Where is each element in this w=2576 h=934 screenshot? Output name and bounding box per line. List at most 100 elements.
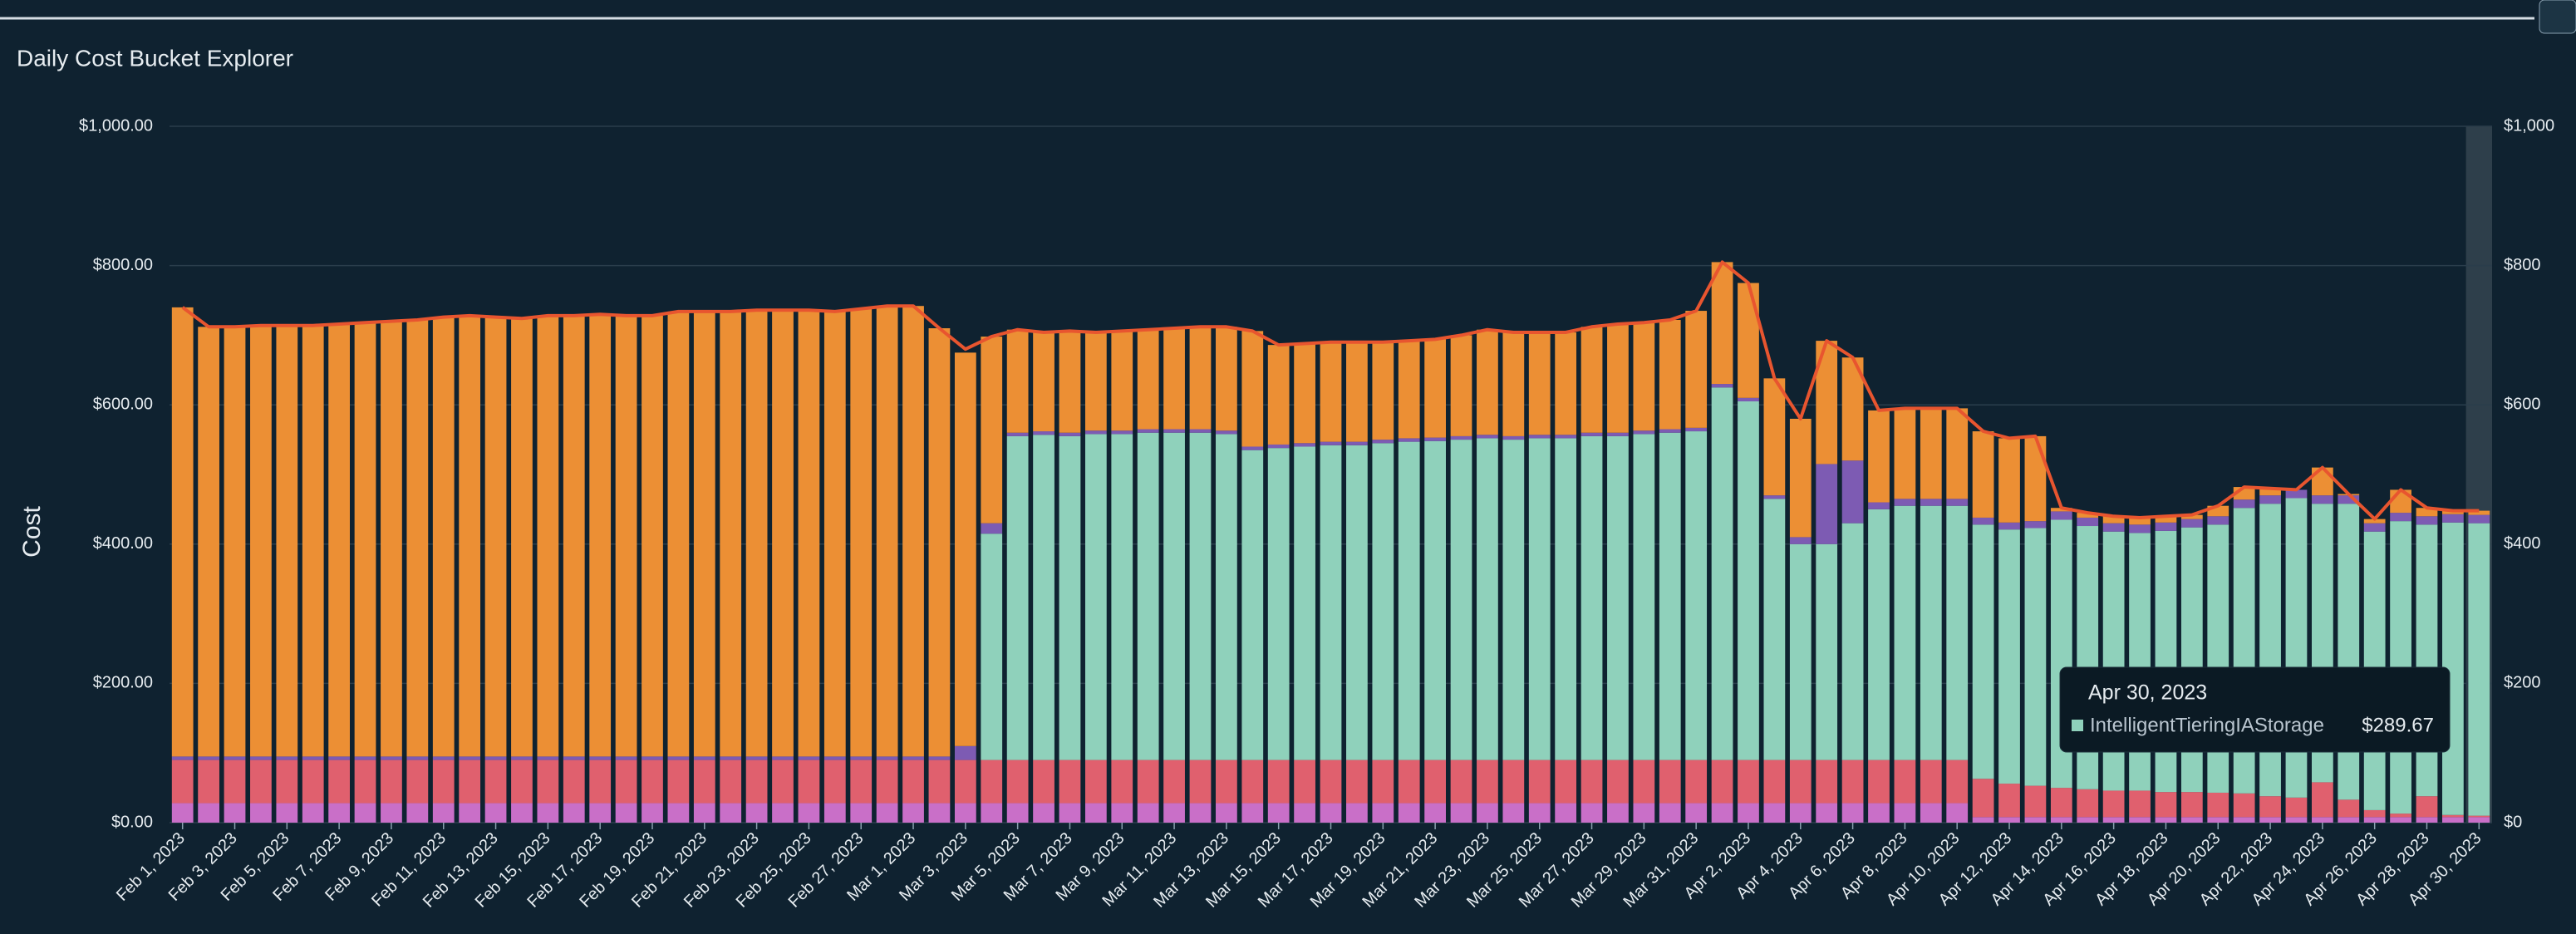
bar-segment	[302, 759, 324, 804]
bar-segment	[459, 759, 481, 804]
bar-segment	[1711, 387, 1733, 760]
bar-segment	[798, 803, 820, 823]
bar-segment	[693, 756, 715, 760]
bar-segment	[1398, 441, 1420, 760]
bar-segment	[693, 803, 715, 823]
bar-segment	[1424, 339, 1446, 438]
bar-segment	[1033, 803, 1054, 823]
bar-segment	[1711, 759, 1733, 804]
bar-segment	[1267, 803, 1290, 823]
bar-segment	[1581, 432, 1603, 436]
bar-segment	[1998, 522, 2020, 530]
bar-segment	[954, 745, 976, 760]
bar-segment	[954, 803, 976, 823]
bar-segment	[1320, 803, 1342, 823]
bar-segment	[667, 803, 690, 823]
bar-segment	[2077, 513, 2099, 518]
bar-segment	[1763, 378, 1786, 496]
bar-segment	[1894, 759, 1916, 804]
bar-segment	[745, 759, 768, 804]
bar-segment	[1111, 803, 1133, 823]
bar-segment	[693, 311, 715, 757]
bar-segment	[1424, 759, 1446, 804]
bar-segment	[1189, 432, 1212, 760]
bar-segment	[954, 759, 976, 804]
bar-segment	[642, 756, 663, 760]
total-line	[181, 260, 2480, 521]
bar-segment	[1920, 759, 1942, 804]
bar-segment	[902, 756, 924, 760]
bar-segment	[2259, 796, 2281, 818]
bar-segment	[302, 756, 324, 760]
bar-segment	[981, 759, 1003, 804]
bar-segment	[1711, 803, 1733, 823]
bar-segment	[432, 803, 455, 823]
bar-segment	[1738, 401, 1759, 760]
bar-segment	[1633, 430, 1655, 435]
y2-tick-label: $800	[2504, 256, 2541, 274]
bar-segment	[981, 523, 1003, 534]
bar-segment	[2442, 510, 2464, 514]
bar-segment	[1816, 803, 1838, 823]
bar-segment	[1267, 345, 1290, 445]
bar-segment	[1450, 759, 1472, 804]
bar-segment	[484, 317, 507, 757]
bar-segment	[876, 756, 898, 760]
bar-segment	[902, 306, 924, 757]
bar-segment	[537, 759, 559, 804]
bar-segment	[2363, 817, 2386, 823]
bar-segment	[1789, 537, 1812, 544]
bar-segment	[1659, 429, 1681, 433]
bar-segment	[1868, 759, 1890, 804]
bar-segment	[1450, 435, 1472, 440]
bar-segment	[1528, 759, 1551, 804]
bar-segment	[406, 759, 429, 804]
bar-segment	[1946, 803, 1969, 823]
bar-segment	[2259, 488, 2281, 496]
bar-segment	[1528, 803, 1551, 823]
bar-segment	[1868, 502, 1890, 509]
bar-segment	[2129, 517, 2151, 525]
bar-segment	[2390, 513, 2411, 522]
bar-segment	[1477, 803, 1498, 823]
bar-segment	[2416, 796, 2438, 818]
bar-segment	[1528, 435, 1551, 439]
bar-segment	[2077, 817, 2099, 823]
bar-segment	[720, 756, 742, 760]
bar-segment	[1006, 803, 1029, 823]
bar-segment	[2311, 495, 2333, 504]
bar-segment	[276, 803, 298, 823]
bar-segment	[1137, 329, 1159, 430]
bar-segment	[2416, 524, 2438, 797]
bar-segment	[1502, 440, 1525, 760]
bar-segment	[589, 756, 612, 760]
bar-segment	[1633, 759, 1655, 804]
bar-segment	[1659, 803, 1681, 823]
bar-segment	[2155, 792, 2177, 818]
bar-segment	[432, 756, 455, 760]
bar-segment	[615, 756, 637, 760]
bar-segment	[1294, 443, 1315, 447]
y-tick-label: $0.00	[111, 813, 153, 831]
bar-segment	[171, 756, 194, 760]
y-tick-label: $600.00	[93, 395, 153, 413]
bar-segment	[2233, 793, 2255, 818]
bar-segment	[459, 756, 481, 760]
bar-segment	[381, 321, 402, 757]
bar-segment	[1763, 759, 1786, 804]
expand-button[interactable]	[2539, 0, 2576, 34]
bar-segment	[902, 759, 924, 804]
bar-segment	[2180, 817, 2203, 823]
y2-tick-label: $0	[2504, 813, 2522, 831]
y2-tick-label: $400	[2504, 534, 2541, 553]
bar-segment	[876, 759, 898, 804]
bar-segment	[1372, 803, 1394, 823]
bar-segment	[1607, 323, 1629, 433]
bar-segment	[1972, 779, 1994, 818]
bar-segment	[1555, 803, 1577, 823]
bar-segment	[1841, 803, 1864, 823]
bar-segment	[850, 308, 873, 757]
bar-segment	[354, 759, 376, 804]
bar-segment	[928, 759, 951, 804]
bar-segment	[798, 759, 820, 804]
